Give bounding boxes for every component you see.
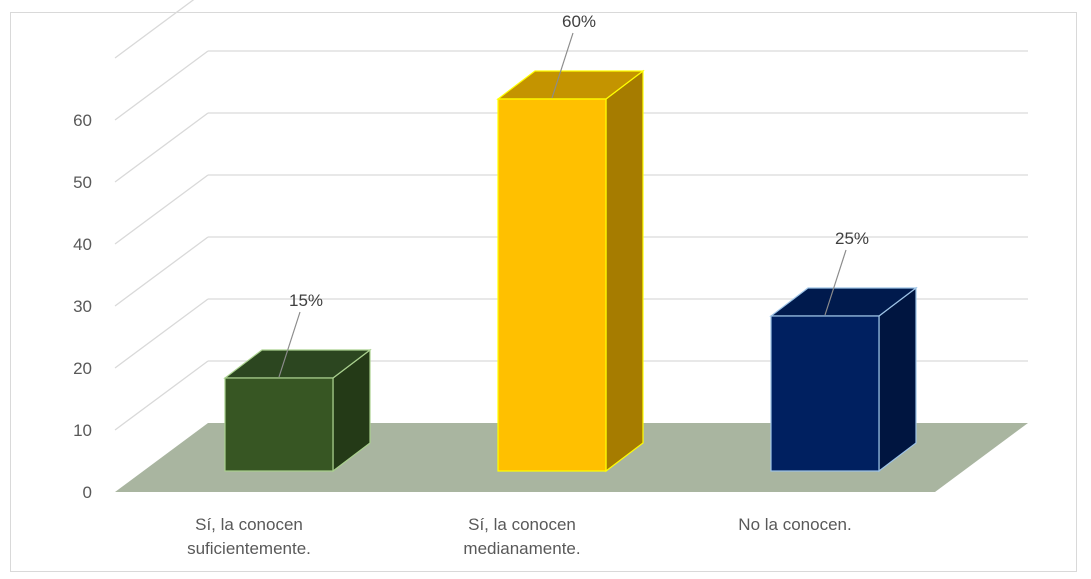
- bar-side-face: [605, 69, 644, 473]
- category-label: Sí, la conocen suficientemente.: [187, 515, 311, 558]
- y-axis-ticks: 0 10 20 30 40 50 60: [73, 111, 92, 502]
- side-gridline: [114, 236, 209, 307]
- side-gridline: [114, 50, 209, 121]
- data-label: 60%: [562, 12, 596, 31]
- data-label: 15%: [289, 291, 323, 310]
- bar-side-face: [878, 286, 917, 473]
- leader-line: [824, 249, 847, 316]
- y-tick-label: 10: [73, 421, 92, 440]
- y-tick-label: 20: [73, 359, 92, 378]
- side-gridline: [114, 360, 209, 431]
- bar-front-face: [770, 315, 880, 472]
- y-tick-label: 0: [83, 483, 92, 502]
- category-label: No la conocen.: [738, 515, 851, 534]
- bars: [223, 69, 918, 473]
- bar: [769, 286, 918, 473]
- leader-line: [551, 32, 574, 99]
- category-label: Sí, la conocen medianamente.: [463, 515, 580, 558]
- side-gridline: [114, 0, 195, 59]
- y-tick-label: 50: [73, 173, 92, 192]
- bar: [496, 69, 645, 473]
- bar: [223, 348, 372, 473]
- y-tick-label: 40: [73, 235, 92, 254]
- side-gridline: [114, 298, 209, 369]
- leader-line: [278, 311, 301, 378]
- side-gridline: [114, 174, 209, 245]
- y-tick-label: 60: [73, 111, 92, 130]
- data-labels: 15% 60% 25%: [278, 12, 869, 378]
- x-axis-categories: Sí, la conocen suficientemente. Sí, la con…: [187, 515, 852, 558]
- data-label: 25%: [835, 229, 869, 248]
- bar-front-face: [224, 377, 334, 472]
- side-gridline: [114, 112, 209, 183]
- bar-front-face: [497, 98, 607, 472]
- y-tick-label: 30: [73, 297, 92, 316]
